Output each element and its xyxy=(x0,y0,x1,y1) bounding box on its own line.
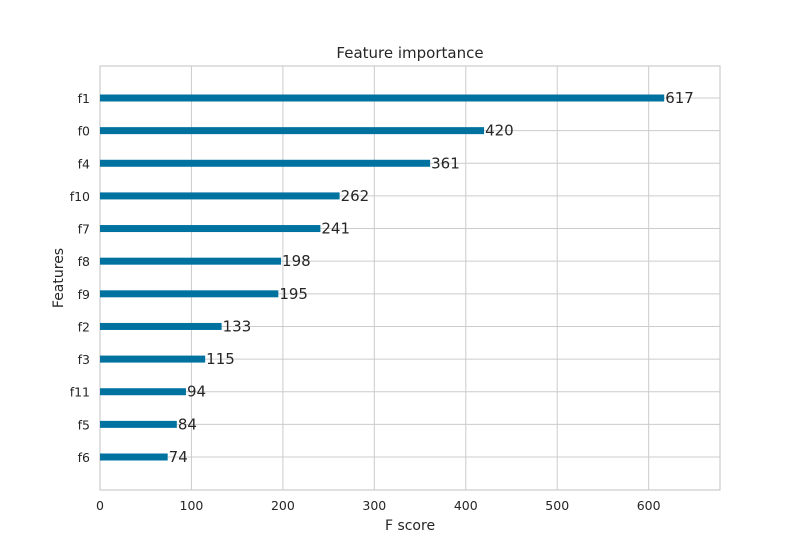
bar xyxy=(100,192,340,200)
y-tick-label: f6 xyxy=(78,450,90,465)
x-tick-label: 0 xyxy=(96,498,104,513)
x-tick-label: 300 xyxy=(362,498,386,513)
y-tick-label: f0 xyxy=(78,124,90,139)
data-label: 617 xyxy=(665,89,694,107)
bar xyxy=(100,127,485,135)
data-label: 241 xyxy=(321,220,350,238)
data-label: 262 xyxy=(341,187,370,205)
y-tick-label: f10 xyxy=(70,189,90,204)
plot-area xyxy=(99,65,721,491)
y-axis-label: Features xyxy=(51,248,67,308)
bar-layer xyxy=(100,94,665,461)
y-tick-label: f5 xyxy=(78,417,90,432)
bar xyxy=(100,322,222,330)
data-label: 115 xyxy=(206,350,235,368)
data-label: 94 xyxy=(187,383,206,401)
y-tick-label: f11 xyxy=(70,385,90,400)
y-tick-label: f1 xyxy=(78,91,90,106)
y-tick-label: f8 xyxy=(78,254,90,269)
bar xyxy=(100,94,665,102)
y-tick-label: f2 xyxy=(78,319,90,334)
chart-title: Feature importance xyxy=(336,44,483,62)
data-label: 84 xyxy=(178,415,197,433)
bar xyxy=(100,355,206,363)
bar xyxy=(100,388,186,396)
x-tick-label: 600 xyxy=(637,498,661,513)
data-label: 361 xyxy=(431,154,460,172)
y-tick-label: f9 xyxy=(78,287,90,302)
data-label: 198 xyxy=(282,252,311,270)
x-axis-label: F score xyxy=(385,518,435,534)
x-tick-label: 200 xyxy=(271,498,295,513)
tick-layer: 0 100 200 300 400 500 600 f1 f0 f4 f10 f7 f8 f9 f2 f3 f1… xyxy=(70,91,661,513)
x-tick-label: 400 xyxy=(454,498,478,513)
data-label: 133 xyxy=(223,317,252,335)
bar xyxy=(100,420,177,428)
data-label: 74 xyxy=(169,448,188,466)
data-label: 420 xyxy=(485,122,514,140)
bar xyxy=(100,290,279,298)
x-tick-label: 100 xyxy=(180,498,204,513)
y-tick-label: f3 xyxy=(78,352,90,367)
bar xyxy=(100,453,168,461)
bar xyxy=(100,257,282,265)
bar xyxy=(100,225,321,233)
bar xyxy=(100,159,431,167)
data-label: 195 xyxy=(279,285,308,303)
y-tick-label: f4 xyxy=(78,156,90,171)
y-tick-label: f7 xyxy=(78,222,90,237)
x-tick-label: 500 xyxy=(545,498,569,513)
